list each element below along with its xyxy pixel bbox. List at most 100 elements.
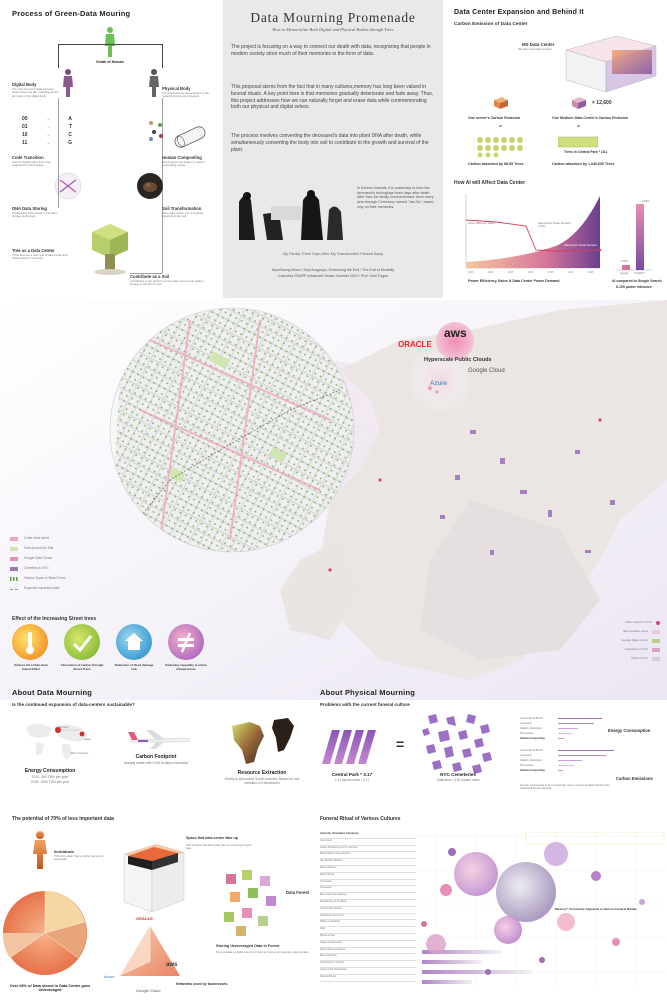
method-row: Alkaline Hydrolysis [520,758,660,763]
map-panel: aws ORACLE Hyperscale Public Clouds Goog… [0,300,667,700]
method-label: Alkaline Hydrolysis [520,758,542,762]
multiplier-label: × 12,600 [592,100,612,106]
page-title: Data Mourning Promenade [250,10,416,25]
method-bar [558,732,572,735]
nyc-cemeteries-desc: Total Area = 4.81 square miles [436,778,480,782]
ms-center-label: MS Data Center [522,42,555,47]
aws-label: aws [444,326,467,340]
potential-panel: The potential of 70% of less important d… [0,812,320,1000]
legend-swatch [10,577,18,581]
code-row: 01 → T [22,124,72,132]
ritual-item: Burial Within Columbarium [320,852,416,860]
network-triangle [120,926,180,976]
korean-funeral-text: In Korean funerals, it is customary to b… [357,186,434,209]
data-center-building [565,35,657,93]
method-label: Cremation [520,753,532,757]
green-figure-icon [105,27,115,57]
legend-swatch [10,588,18,590]
method-bar [558,737,564,740]
method-label: Human Composting [520,736,545,740]
method-label: Conventional Burial [520,748,543,752]
energy-desc-1: 2022: 460 TWh per year [31,775,69,779]
nutrients-icon [149,121,163,141]
digital-body-label: Digital Body [12,82,37,87]
ritual-item: Burial at Sea [320,934,416,941]
world-map-mini [26,723,88,760]
ritual-item: Vigil [320,927,416,934]
tree-center-desc: Trees become a new type of data center t… [12,253,68,261]
svg-text:2020: 2020 [528,271,534,274]
legend-label: Google Data Center [24,556,53,561]
resource-desc: Mostly in Africa and South America, Base… [224,777,300,786]
ritual-item: Sacrificial Ceremony [320,914,416,921]
intro-panel: Data Mourning Promenade How to Memoriali… [223,0,443,298]
central-park-desc: 1.61 square miles * 3.17 [334,778,370,782]
energy-desc-2: 2026: 1050 TWh per year [30,780,70,784]
family-photo [231,182,353,240]
tree-center-label: Tree as a Data Center [12,248,55,253]
legend-label: Various Types of Street Trees [24,576,66,581]
energy-table: Conventional Burial Cremation Alkaline H… [520,716,660,741]
flow-line-left-down [58,98,59,208]
death-label: Death of Human [96,60,124,64]
effect-label-carbon: Absorption of carbon through Street Tree… [60,663,104,671]
effect-icon-equality [168,624,204,660]
ritual-item: Sky Burial (Tibetan) [320,859,416,866]
method-row: Cremation [520,721,660,726]
method-label: Promession [520,731,534,735]
expansion-panel: Data Center Expansion and Behind It Carb… [446,0,667,300]
expansion-title: Data Center Expansion and Behind It [454,9,584,16]
method-bar [558,759,582,762]
ai-left-caption: Power Efficiency Gains & Data Center Pow… [468,279,560,283]
individuals-label: Individuals [54,850,74,854]
ritual-item: Embalming of the Body [320,900,416,907]
code-row: 00 → A [22,116,72,124]
ritual-item: Family Remembrance [320,948,416,955]
legend-item: Expected expansion path [10,584,120,594]
code-transition-label: Code Transition [12,155,44,160]
germany-label: Germany [58,726,69,729]
legend-swatch [10,537,18,541]
page-subtitle: How to Memorialize Both Digital and Phys… [272,27,394,32]
intro-para-1: The project is focusing on a way to conn… [231,44,431,57]
individual-figure-icon [33,831,47,869]
azure-label: Azure [430,380,447,387]
svg-text:2030: 2030 [568,271,574,274]
legend-swatch [10,567,18,571]
africa-map-icon [232,718,294,764]
annot-demand-twh: Data Center Power Demand (TWh) [538,222,571,229]
legend-item: A tree-lined street [10,534,120,544]
tree-grid-small [477,137,523,158]
unleveraged-pie-chart [2,891,87,975]
dna-storing-label: DNA Data Storing [12,206,47,211]
method-label: Conventional Burial [520,716,543,720]
leaf-check-icon [72,635,93,653]
legend-item: Cemetery in NYC [10,564,120,574]
equals-right: = [577,124,580,130]
code-letter: T [68,124,72,130]
carbon-emission-title: Carbon Emission of Data Center [454,22,528,27]
method-label: Human Composting [520,768,545,772]
ritual-item: Memorial Tree Planting [320,893,416,900]
arrow-icon: → [45,140,50,145]
about-data-title: About Data Mourning [12,688,93,697]
legend-swatch [10,547,18,551]
legend-item: Park in NYC [590,654,660,663]
oracle-label: ORACLE [398,340,432,349]
about-physical-panel: About Physical Mourning Problems with th… [320,686,667,796]
about-physical-title: About Physical Mourning [320,688,416,697]
bar-name-chatgpt: ChatGPT [634,272,645,275]
legend-item: Park Around the Site [10,544,120,554]
bar-name-google: Google [620,272,629,275]
space-title: Space that data center take up [186,836,238,840]
ai-right-caption: AI compared to Google Search [612,279,662,283]
arrow-icon: → [46,124,51,129]
digital-body-desc: The vast amount of data we leave behind … [12,87,59,98]
method-bar [558,727,578,730]
azure-small: Azure [104,974,115,979]
ritual-list: Ancestor Veneration Ceremony Inurnment A… [320,832,416,982]
funeral-title: Funeral Ritual of Various Cultures [320,816,401,822]
ritual-item: Ancestor Veneration Ceremony [320,832,416,839]
funeral-panel: Funeral Ritual of Various Cultures Ances… [320,812,667,1000]
flow-line-left [58,44,59,68]
